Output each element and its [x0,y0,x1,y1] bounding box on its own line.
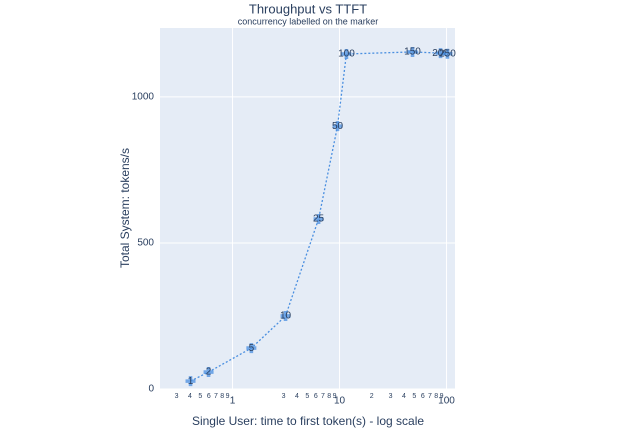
x-tick-label: 100 [438,396,455,407]
x-minor-tick-label: 9 [226,393,230,400]
x-minor-tick-label: 3 [175,393,179,400]
marker [203,367,214,378]
x-minor-tick-label: 2 [370,393,374,400]
y-tick-label: 0 [148,384,154,395]
x-minor-tick-label: 4 [188,393,192,400]
data-label: 1 [188,376,194,387]
y-axis-title: Total System: tokens/s [118,148,132,268]
marker [407,46,418,57]
data-label: 50 [332,121,344,132]
marker [246,343,257,354]
x-minor-tick-label: 5 [198,393,202,400]
data-line [190,51,448,382]
data-label: 25 [313,214,325,225]
x-axis-title: Single User: time to first token(s) - lo… [192,414,424,428]
x-minor-tick-label: 9 [440,393,444,400]
marker [185,376,196,387]
x-minor-tick-label: 6 [421,393,425,400]
marker [313,214,324,225]
chart-title: Throughput vs TTFT [249,1,367,16]
x-minor-tick-label: 5 [412,393,416,400]
x-minor-tick-label: 3 [389,393,393,400]
x-minor-tick-label: 7 [214,393,218,400]
x-minor-tick-label: 6 [314,393,318,400]
x-minor-tick-label: 7 [428,393,432,400]
x-minor-tick-label: 8 [327,393,331,400]
x-minor-tick-label: 4 [402,393,406,400]
data-label: 200 [432,48,449,59]
y-tick-label: 500 [137,238,154,249]
x-tick-label: 1 [230,396,236,407]
marker [435,48,446,59]
x-minor-tick-label: 6 [207,393,211,400]
x-minor-tick-label: 8 [434,393,438,400]
x-minor-tick-label: 9 [333,393,337,400]
x-tick-label: 10 [334,396,346,407]
chart-subtitle: concurrency labelled on the marker [238,16,379,26]
marker [332,121,343,132]
marker [280,310,291,321]
x-minor-tick-label: 5 [305,393,309,400]
marker [341,48,352,59]
x-minor-tick-label: 4 [295,393,299,400]
marker [442,48,453,59]
data-label: 100 [338,49,355,60]
data-label: 150 [404,47,421,58]
x-minor-tick-label: 8 [220,393,224,400]
plot-area [160,28,455,389]
x-minor-tick-label: 7 [321,393,325,400]
data-label: 5 [249,343,255,354]
data-label: 2 [206,367,212,378]
data-label: 250 [439,48,456,59]
y-tick-label: 1000 [132,92,155,103]
x-minor-tick-label: 3 [282,393,286,400]
data-label: 10 [280,311,292,322]
